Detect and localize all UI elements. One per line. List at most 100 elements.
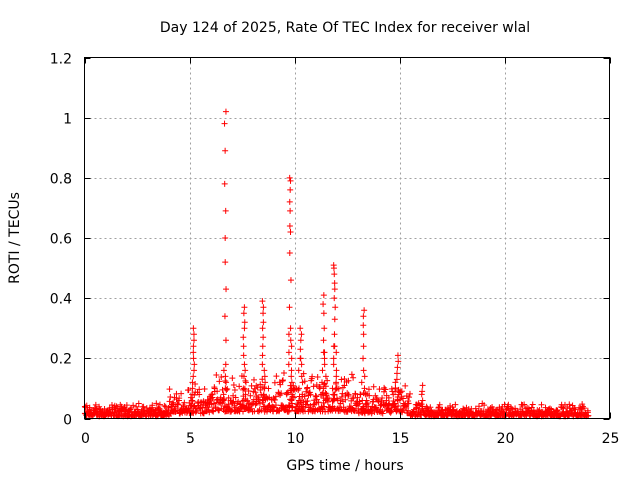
data-point xyxy=(286,198,293,205)
data-point xyxy=(259,376,266,383)
data-point xyxy=(189,379,196,386)
data-point xyxy=(287,228,294,235)
data-point xyxy=(332,304,339,311)
data-point xyxy=(240,385,247,392)
data-point xyxy=(331,286,338,293)
grid xyxy=(84,57,610,419)
data-point xyxy=(297,325,304,332)
x-tick-labels: 0 5 10 15 20 25 xyxy=(81,431,619,447)
data-point xyxy=(196,386,203,393)
data-point xyxy=(329,403,336,410)
y-tick-label: 1 xyxy=(63,112,72,128)
data-point xyxy=(319,367,326,374)
data-point xyxy=(322,397,329,404)
chart-title: Day 124 of 2025, Rate Of TEC Index for r… xyxy=(160,20,530,36)
data-point xyxy=(216,378,223,385)
data-point xyxy=(320,349,327,356)
data-point xyxy=(205,404,212,411)
data-point xyxy=(191,367,198,374)
data-point xyxy=(320,301,327,308)
data-point xyxy=(341,382,348,389)
y-tick-label: 0 xyxy=(63,413,72,429)
data-point xyxy=(394,370,401,377)
data-point xyxy=(214,406,221,413)
data-point xyxy=(271,396,278,403)
data-point xyxy=(240,310,247,317)
data-point xyxy=(208,391,215,398)
data-point xyxy=(167,394,174,401)
data-point xyxy=(295,367,302,374)
data-point xyxy=(338,376,345,383)
data-point xyxy=(288,385,295,392)
data-point xyxy=(427,404,434,411)
data-point xyxy=(285,361,292,368)
data-point xyxy=(368,406,375,413)
data-point xyxy=(250,376,257,383)
data-point xyxy=(333,367,340,374)
data-point xyxy=(259,352,266,359)
data-point xyxy=(223,286,230,293)
data-point xyxy=(205,406,212,413)
data-point xyxy=(359,397,366,404)
data-point xyxy=(579,401,586,408)
data-point xyxy=(190,403,197,410)
data-point xyxy=(166,386,173,393)
data-point xyxy=(189,398,196,405)
data-point xyxy=(297,337,304,344)
data-point xyxy=(223,403,230,410)
data-point xyxy=(231,387,238,394)
data-point xyxy=(304,384,311,391)
data-point xyxy=(241,304,248,311)
data-point xyxy=(325,395,332,402)
data-point xyxy=(296,385,303,392)
data-point xyxy=(259,343,266,350)
data-point xyxy=(222,207,229,214)
data-point xyxy=(322,373,329,380)
data-point xyxy=(312,392,319,399)
data-point xyxy=(333,373,340,380)
data-point xyxy=(344,390,351,397)
data-point xyxy=(260,391,267,398)
data-point xyxy=(279,402,286,409)
data-point xyxy=(241,386,248,393)
data-point xyxy=(394,397,401,404)
data-point xyxy=(361,410,368,417)
data-point xyxy=(277,381,284,388)
data-point xyxy=(287,177,294,184)
data-point xyxy=(345,391,352,398)
data-point xyxy=(241,325,248,332)
data-point xyxy=(487,405,494,412)
data-point xyxy=(185,387,192,394)
data-point xyxy=(481,402,488,409)
data-point xyxy=(362,391,369,398)
data-point xyxy=(286,250,293,257)
data-point xyxy=(379,395,386,402)
data-point xyxy=(220,367,227,374)
data-point xyxy=(309,373,316,380)
data-point xyxy=(218,374,225,381)
data-point xyxy=(505,401,512,408)
data-point xyxy=(379,408,386,415)
data-point xyxy=(288,379,295,386)
data-point xyxy=(221,396,228,403)
data-point xyxy=(313,393,320,400)
data-point xyxy=(190,337,197,344)
data-point xyxy=(330,355,337,362)
data-point xyxy=(382,386,389,393)
data-point xyxy=(310,383,317,390)
data-point xyxy=(330,397,337,404)
data-point xyxy=(394,352,401,359)
data-point xyxy=(189,391,196,398)
data-point xyxy=(288,397,295,404)
data-point xyxy=(298,373,305,380)
data-point xyxy=(547,405,553,412)
data-point xyxy=(166,398,173,405)
data-point xyxy=(260,334,267,341)
data-point xyxy=(222,337,229,344)
data-point xyxy=(230,381,237,388)
data-point xyxy=(331,331,338,338)
data-point xyxy=(187,394,194,401)
data-point xyxy=(338,393,345,400)
data-point xyxy=(261,385,268,392)
